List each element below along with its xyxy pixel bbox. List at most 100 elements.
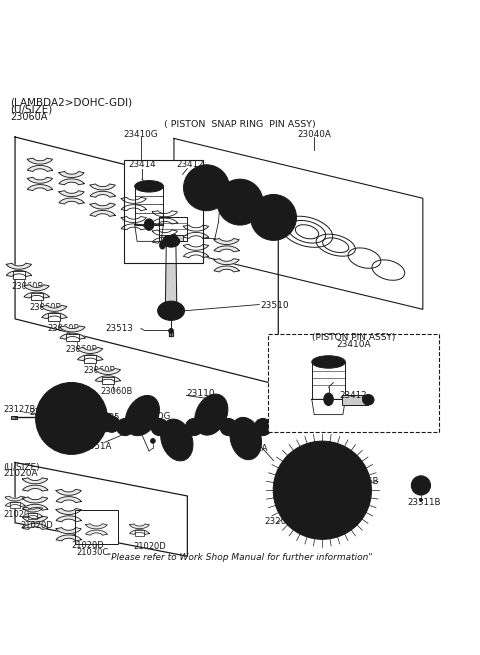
Polygon shape <box>183 225 209 231</box>
Text: (U/SIZE): (U/SIZE) <box>3 462 40 472</box>
Text: 23200D: 23200D <box>264 517 299 526</box>
Bar <box>31 293 43 300</box>
Polygon shape <box>85 524 107 529</box>
Circle shape <box>251 195 297 240</box>
Text: 21020D: 21020D <box>134 542 167 551</box>
Circle shape <box>36 383 108 455</box>
Circle shape <box>262 206 285 229</box>
Polygon shape <box>56 496 81 502</box>
Polygon shape <box>214 238 239 244</box>
Polygon shape <box>121 197 146 203</box>
Circle shape <box>204 408 218 421</box>
Polygon shape <box>56 508 81 514</box>
Ellipse shape <box>312 356 345 368</box>
Polygon shape <box>312 362 345 400</box>
Text: 23125: 23125 <box>93 413 120 422</box>
Polygon shape <box>59 179 84 185</box>
Text: 23412: 23412 <box>340 391 367 400</box>
Polygon shape <box>90 184 115 190</box>
Ellipse shape <box>170 234 177 243</box>
Polygon shape <box>167 427 187 435</box>
Circle shape <box>254 419 272 436</box>
Ellipse shape <box>144 219 154 231</box>
Polygon shape <box>5 502 25 507</box>
Ellipse shape <box>162 236 180 247</box>
Polygon shape <box>130 524 149 529</box>
Text: 1601DG: 1601DG <box>135 412 170 421</box>
Ellipse shape <box>230 417 262 460</box>
Text: (U/SIZE): (U/SIZE) <box>10 104 52 114</box>
Polygon shape <box>56 535 81 541</box>
Circle shape <box>66 413 77 424</box>
Polygon shape <box>6 271 32 276</box>
Circle shape <box>220 419 237 436</box>
Circle shape <box>43 390 100 447</box>
Text: 23110: 23110 <box>186 389 215 398</box>
Circle shape <box>256 200 291 234</box>
Circle shape <box>170 433 183 447</box>
Circle shape <box>168 328 173 333</box>
Circle shape <box>195 176 218 199</box>
Text: 23412: 23412 <box>176 160 204 169</box>
Circle shape <box>290 500 296 506</box>
Text: 21020A: 21020A <box>3 469 38 478</box>
Polygon shape <box>152 237 178 243</box>
Circle shape <box>345 507 351 513</box>
Text: 23060A: 23060A <box>10 112 48 122</box>
Circle shape <box>185 419 203 436</box>
Circle shape <box>106 419 118 430</box>
Bar <box>48 313 60 321</box>
Bar <box>11 415 17 419</box>
Polygon shape <box>214 266 239 272</box>
Polygon shape <box>165 241 177 310</box>
Circle shape <box>419 483 423 488</box>
Polygon shape <box>27 166 52 172</box>
Text: (PISTON PIN ASSY): (PISTON PIN ASSY) <box>312 333 395 342</box>
Polygon shape <box>23 485 48 491</box>
Polygon shape <box>56 515 81 522</box>
Circle shape <box>189 170 224 205</box>
Circle shape <box>294 468 300 474</box>
Polygon shape <box>24 285 49 291</box>
Polygon shape <box>183 233 209 238</box>
Circle shape <box>324 455 329 461</box>
Polygon shape <box>214 246 239 252</box>
Polygon shape <box>121 205 146 211</box>
Polygon shape <box>60 333 85 339</box>
Polygon shape <box>23 497 48 503</box>
Circle shape <box>151 439 156 443</box>
Ellipse shape <box>362 394 374 405</box>
Text: 23414: 23414 <box>128 160 156 169</box>
Text: 24351A: 24351A <box>78 442 112 451</box>
Text: 23060B: 23060B <box>29 303 62 312</box>
Circle shape <box>239 432 252 445</box>
Ellipse shape <box>135 181 163 192</box>
Bar <box>124 160 203 263</box>
Text: 23122A: 23122A <box>40 433 72 442</box>
Bar <box>10 502 20 508</box>
Polygon shape <box>42 312 67 318</box>
Bar <box>66 334 79 341</box>
Ellipse shape <box>324 393 333 405</box>
Polygon shape <box>56 489 81 495</box>
Text: 21020D: 21020D <box>21 521 54 530</box>
Polygon shape <box>15 137 278 385</box>
Circle shape <box>59 406 84 431</box>
Polygon shape <box>23 516 48 522</box>
Polygon shape <box>135 225 163 241</box>
Text: 23513: 23513 <box>105 324 133 333</box>
Text: 23040A: 23040A <box>297 130 331 139</box>
Circle shape <box>98 415 112 430</box>
Text: 23060B: 23060B <box>12 282 44 291</box>
Circle shape <box>117 419 134 436</box>
Circle shape <box>273 441 372 539</box>
Polygon shape <box>23 478 48 484</box>
Text: 23124B: 23124B <box>29 408 61 417</box>
Polygon shape <box>78 347 103 354</box>
Polygon shape <box>23 504 48 510</box>
Bar <box>84 356 96 363</box>
Bar <box>135 531 144 536</box>
Polygon shape <box>23 507 43 512</box>
Bar <box>165 235 182 241</box>
Polygon shape <box>152 218 178 224</box>
